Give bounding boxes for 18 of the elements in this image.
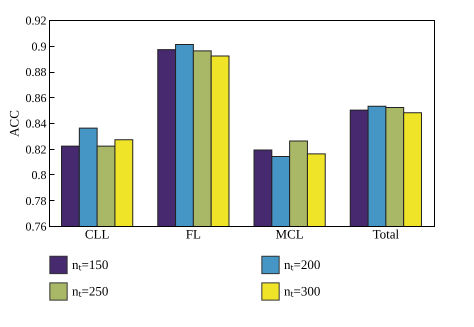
y-tick-label: 0.82 (26, 142, 46, 156)
y-tick-label: 0.84 (26, 116, 46, 130)
legend-label: nₜ=150 (72, 256, 108, 272)
y-tick-label: 0.76 (26, 220, 46, 234)
y-tick-label: 0.92 (26, 14, 46, 28)
y-tick-label: 0.86 (26, 90, 46, 105)
x-tick-label: CLL (84, 226, 110, 242)
y-tick-label: 0.8 (32, 168, 46, 182)
y-tick-label: 0.9 (32, 39, 46, 54)
legend-label: nₜ=250 (72, 284, 108, 298)
y-tick-label: 0.78 (26, 194, 46, 208)
x-tick-label: Total (372, 226, 400, 242)
y-tick-label: 0.88 (26, 65, 46, 79)
x-tick-label: FL (186, 226, 202, 242)
y-axis-title: ACC (6, 110, 22, 137)
legend-label: nₜ=300 (284, 284, 320, 298)
x-tick-label: MCL (276, 226, 304, 242)
legend-label: nₜ=200 (284, 256, 320, 272)
